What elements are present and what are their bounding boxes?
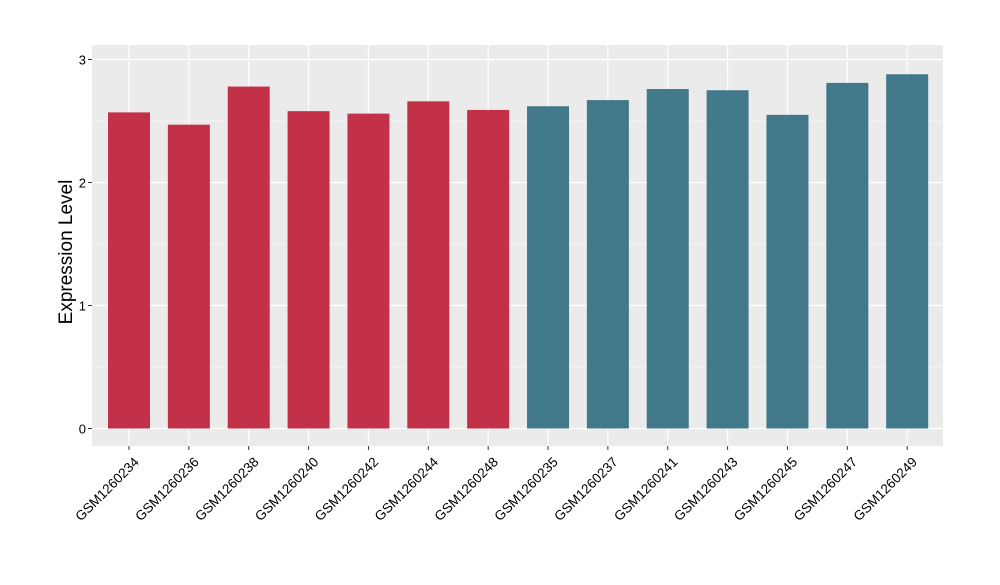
bar-GSM1260240 (287, 111, 330, 429)
x-tick-label: GSM1260249 (851, 454, 921, 524)
bar-GSM1260243 (706, 90, 749, 429)
bar-GSM1260234 (108, 112, 150, 429)
bar-GSM1260241 (646, 89, 689, 429)
y-tick-label: 1 (79, 299, 86, 314)
y-axis: 0 1 2 3 (79, 53, 92, 437)
y-tick-label: 3 (79, 53, 86, 68)
bar-GSM1260249 (886, 74, 929, 429)
bar-GSM1260236 (167, 124, 210, 429)
y-tick-label: 0 (79, 422, 86, 437)
bar-GSM1260238 (227, 86, 270, 429)
bar-GSM1260247 (826, 82, 869, 429)
bar-GSM1260248 (467, 109, 510, 429)
plot-panel (92, 45, 943, 446)
x-axis: GSM1260234GSM1260236GSM1260238GSM1260240… (72, 446, 920, 524)
bar-GSM1260237 (586, 100, 629, 429)
y-axis-title: Expression Level (56, 180, 77, 325)
bar-GSM1260245 (766, 114, 809, 429)
bar-GSM1260244 (407, 101, 450, 429)
y-tick-label: 2 (79, 176, 86, 191)
bar-GSM1260235 (527, 106, 570, 429)
bar-GSM1260242 (347, 113, 390, 429)
bars (108, 74, 929, 429)
